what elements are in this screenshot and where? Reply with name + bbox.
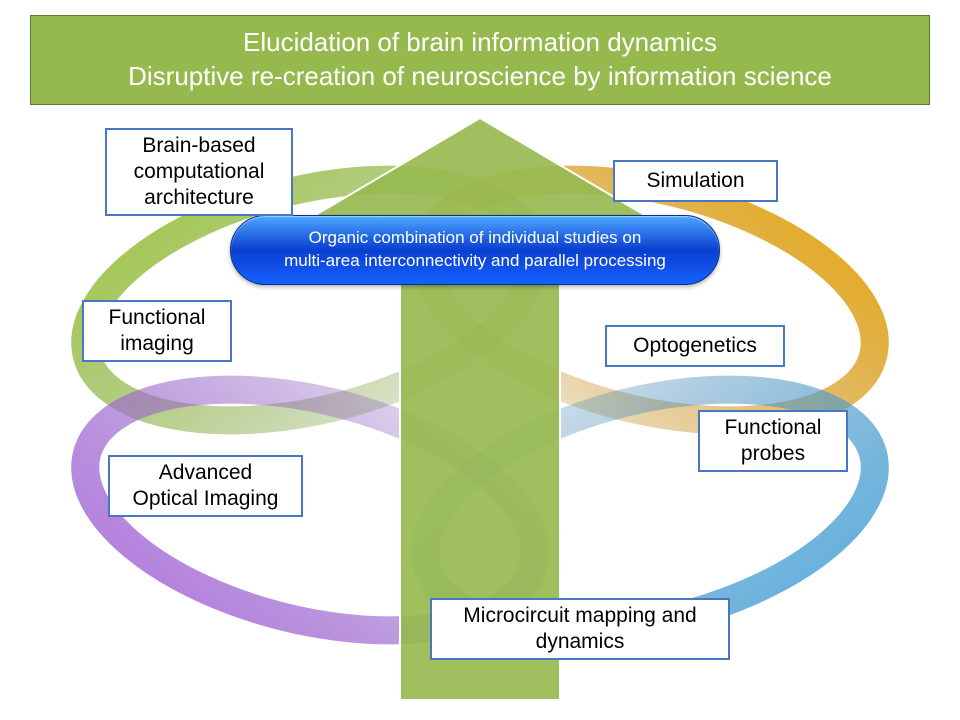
title-banner: Elucidation of brain information dynamic… [30, 15, 930, 105]
title-line-1: Elucidation of brain information dynamic… [243, 26, 717, 60]
label-brain-arch: Brain-basedcomputationalarchitecture [105, 128, 293, 216]
title-line-2: Disruptive re-creation of neuroscience b… [128, 60, 832, 94]
pill-line-2: multi-area interconnectivity and paralle… [284, 250, 666, 273]
pill-line-1: Organic combination of individual studie… [284, 227, 666, 250]
label-func-imaging: Functionalimaging [82, 300, 232, 362]
center-pill: Organic combination of individual studie… [230, 215, 720, 285]
label-func-probes: Functionalprobes [698, 410, 848, 472]
label-adv-optical: AdvancedOptical Imaging [108, 455, 303, 517]
label-microcircuit: Microcircuit mapping anddynamics [430, 598, 730, 660]
label-simulation: Simulation [613, 160, 778, 202]
pill-text: Organic combination of individual studie… [284, 227, 666, 273]
label-optogenetics: Optogenetics [605, 325, 785, 367]
diagram-area: Organic combination of individual studie… [0, 110, 960, 720]
